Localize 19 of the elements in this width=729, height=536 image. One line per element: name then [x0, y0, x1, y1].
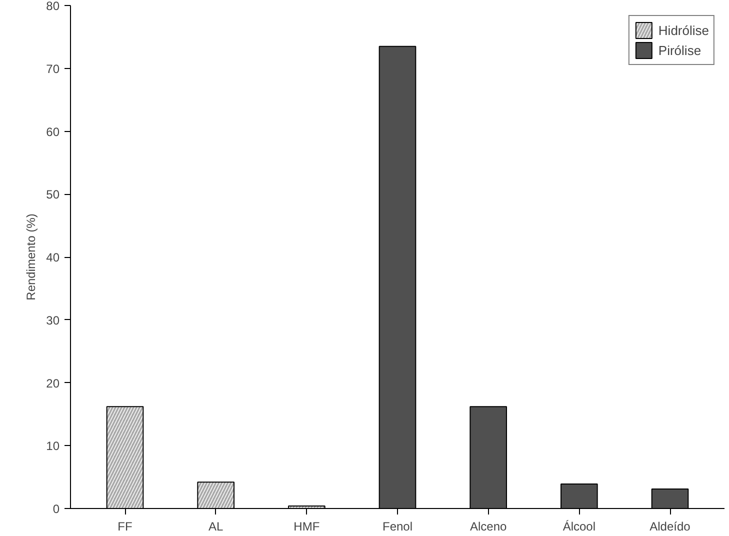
x-tick-label: Fenol [382, 520, 413, 534]
x-tick-label: Aldeído [650, 520, 691, 534]
x-tick-label: Álcool [562, 520, 596, 534]
y-tick-label: 20 [46, 376, 60, 390]
legend-label: Pirólise [658, 42, 702, 58]
x-tick-label: AL [208, 520, 224, 534]
x-tick-label: Alceno [470, 520, 508, 534]
y-tick-label: 70 [46, 62, 60, 76]
legend-label: Hidrólise [658, 22, 709, 38]
y-tick-label: 10 [46, 439, 60, 454]
y-tick-label: 40 [46, 250, 60, 264]
y-tick-label: 0 [52, 502, 60, 516]
y-tick-label: 60 [46, 124, 60, 139]
x-tick-label: FF [118, 520, 132, 534]
y-tick-label: 30 [46, 313, 60, 328]
y-axis-title: Rendimento (%) [24, 214, 38, 300]
x-tick-label: HMF [294, 520, 320, 534]
y-tick-label: 50 [46, 188, 60, 202]
y-tick-label: 80 [46, 0, 60, 13]
